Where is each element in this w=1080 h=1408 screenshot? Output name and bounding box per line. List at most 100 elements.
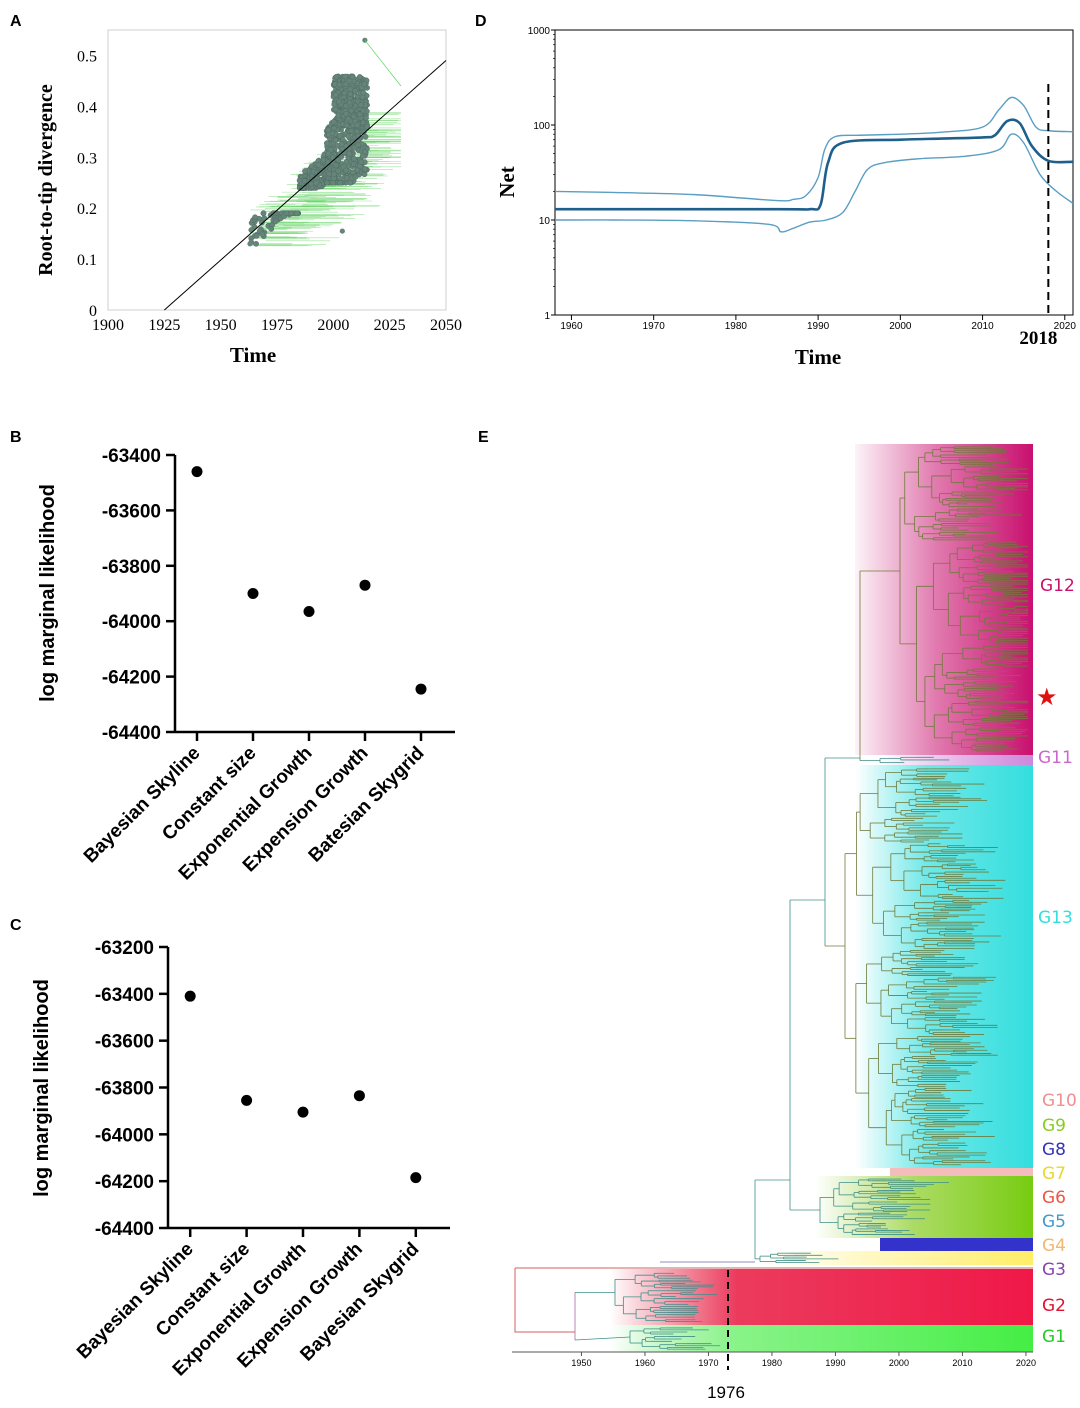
data-point xyxy=(335,112,342,119)
y-tick-label: -63600 xyxy=(102,501,161,522)
data-point xyxy=(335,98,342,105)
y-tick-label: 0.1 xyxy=(77,252,97,269)
y-tick-label: 0.2 xyxy=(77,201,97,218)
data-point xyxy=(302,168,308,175)
data-point xyxy=(354,98,361,105)
data-point xyxy=(330,179,337,186)
x-tick-label: 2000 xyxy=(317,317,349,334)
y-tick-label: 1 xyxy=(544,311,550,322)
data-point xyxy=(345,133,352,140)
data-point xyxy=(294,210,301,217)
y-tick-label: -64200 xyxy=(95,1172,154,1193)
x-tick-label: 2050 xyxy=(430,317,462,334)
x-tick-label: 1970 xyxy=(698,1358,718,1368)
data-point xyxy=(337,179,344,186)
panel-a-outliers xyxy=(247,37,402,247)
data-point xyxy=(360,89,367,96)
data-point xyxy=(313,180,319,186)
clade-label-g10: G10 xyxy=(1042,1091,1077,1111)
data-point xyxy=(335,157,342,163)
data-point xyxy=(358,159,364,165)
data-point xyxy=(191,466,203,478)
clade-label-g13: G13 xyxy=(1038,908,1073,928)
clade-band-g2 xyxy=(610,1269,1033,1325)
data-point xyxy=(253,240,259,247)
data-point xyxy=(253,233,260,239)
panel-d-median-line xyxy=(555,118,1074,211)
data-point xyxy=(348,107,355,114)
x-tick-label: 2000 xyxy=(889,1358,909,1368)
data-point xyxy=(331,171,337,178)
y-tick-label: 1000 xyxy=(528,26,551,37)
data-point xyxy=(349,74,356,80)
data-point xyxy=(358,102,364,108)
panel-c-points xyxy=(184,990,422,1184)
data-point xyxy=(415,683,427,695)
data-point xyxy=(241,1094,253,1106)
data-point xyxy=(364,123,370,130)
data-point xyxy=(343,110,349,117)
panel-a-y-ticks: 0 0.1 0.2 0.3 0.4 0.5 xyxy=(77,48,97,320)
data-point xyxy=(347,179,353,186)
clade-label-g6: G6 xyxy=(1042,1188,1066,1208)
data-point xyxy=(359,579,371,591)
clade-band-g11 xyxy=(880,755,1033,765)
panel-label-d: D xyxy=(475,13,487,30)
x-tick-label: 1960 xyxy=(560,321,583,332)
clade-band-g1 xyxy=(610,1325,1033,1352)
data-point xyxy=(259,219,265,226)
data-point xyxy=(283,210,290,217)
clade-label-g3: G3 xyxy=(1042,1260,1066,1280)
data-point xyxy=(410,1172,422,1184)
panel-a-y-label: Root-to-tip divergence xyxy=(35,84,57,276)
data-point xyxy=(332,137,339,143)
data-point xyxy=(341,90,348,97)
y-tick-label: -63200 xyxy=(95,938,154,959)
panel-label-e: E xyxy=(478,429,489,446)
data-point xyxy=(335,168,342,174)
data-point xyxy=(362,166,369,172)
panel-b-y-ticks: -63400 -63600 -63800 -64000 -64200 -64400 xyxy=(102,446,175,744)
y-tick-label: 0.3 xyxy=(77,150,97,167)
y-tick-label: -63400 xyxy=(95,985,154,1006)
clade-band-g8 xyxy=(880,1238,1033,1251)
data-point xyxy=(331,101,338,108)
panel-a-point-cloud xyxy=(248,73,401,247)
backbone xyxy=(574,1336,631,1341)
clade-label-g7: G7 xyxy=(1042,1164,1066,1184)
y-tick-label: 0.4 xyxy=(77,99,97,116)
panel-d-2018-marker-label: 2018 xyxy=(1019,328,1057,349)
clade-band-g12 xyxy=(855,444,1033,755)
data-point xyxy=(297,1106,309,1118)
y-tick-label: -63800 xyxy=(95,1079,154,1100)
data-point xyxy=(323,140,330,147)
y-tick-label: -64000 xyxy=(102,612,161,633)
data-point xyxy=(360,119,366,126)
data-point xyxy=(343,122,350,129)
panel-d-y-label: Net xyxy=(495,166,519,197)
x-tick-label: 2010 xyxy=(971,321,994,332)
data-point xyxy=(343,159,350,165)
x-tick-label: 1980 xyxy=(762,1358,782,1368)
clade-band-g3 xyxy=(760,1251,1033,1265)
data-point xyxy=(332,91,339,98)
y-tick-label: -64000 xyxy=(95,1125,154,1146)
y-tick-label: 10 xyxy=(539,216,551,227)
data-point xyxy=(325,159,331,166)
data-point xyxy=(353,1090,365,1102)
clade-label-g5: G5 xyxy=(1042,1212,1066,1232)
panel-label-a: A xyxy=(10,13,22,30)
data-point xyxy=(359,153,366,159)
data-point xyxy=(288,210,294,217)
y-tick-label: 100 xyxy=(533,121,550,132)
data-point xyxy=(348,127,355,134)
data-point xyxy=(303,606,315,618)
data-point xyxy=(331,125,337,132)
data-point xyxy=(316,170,323,177)
panel-d-x-label: Time xyxy=(795,345,841,369)
data-point xyxy=(329,130,336,137)
outlier-point xyxy=(247,241,253,247)
data-point xyxy=(345,116,352,122)
data-point xyxy=(332,106,339,113)
